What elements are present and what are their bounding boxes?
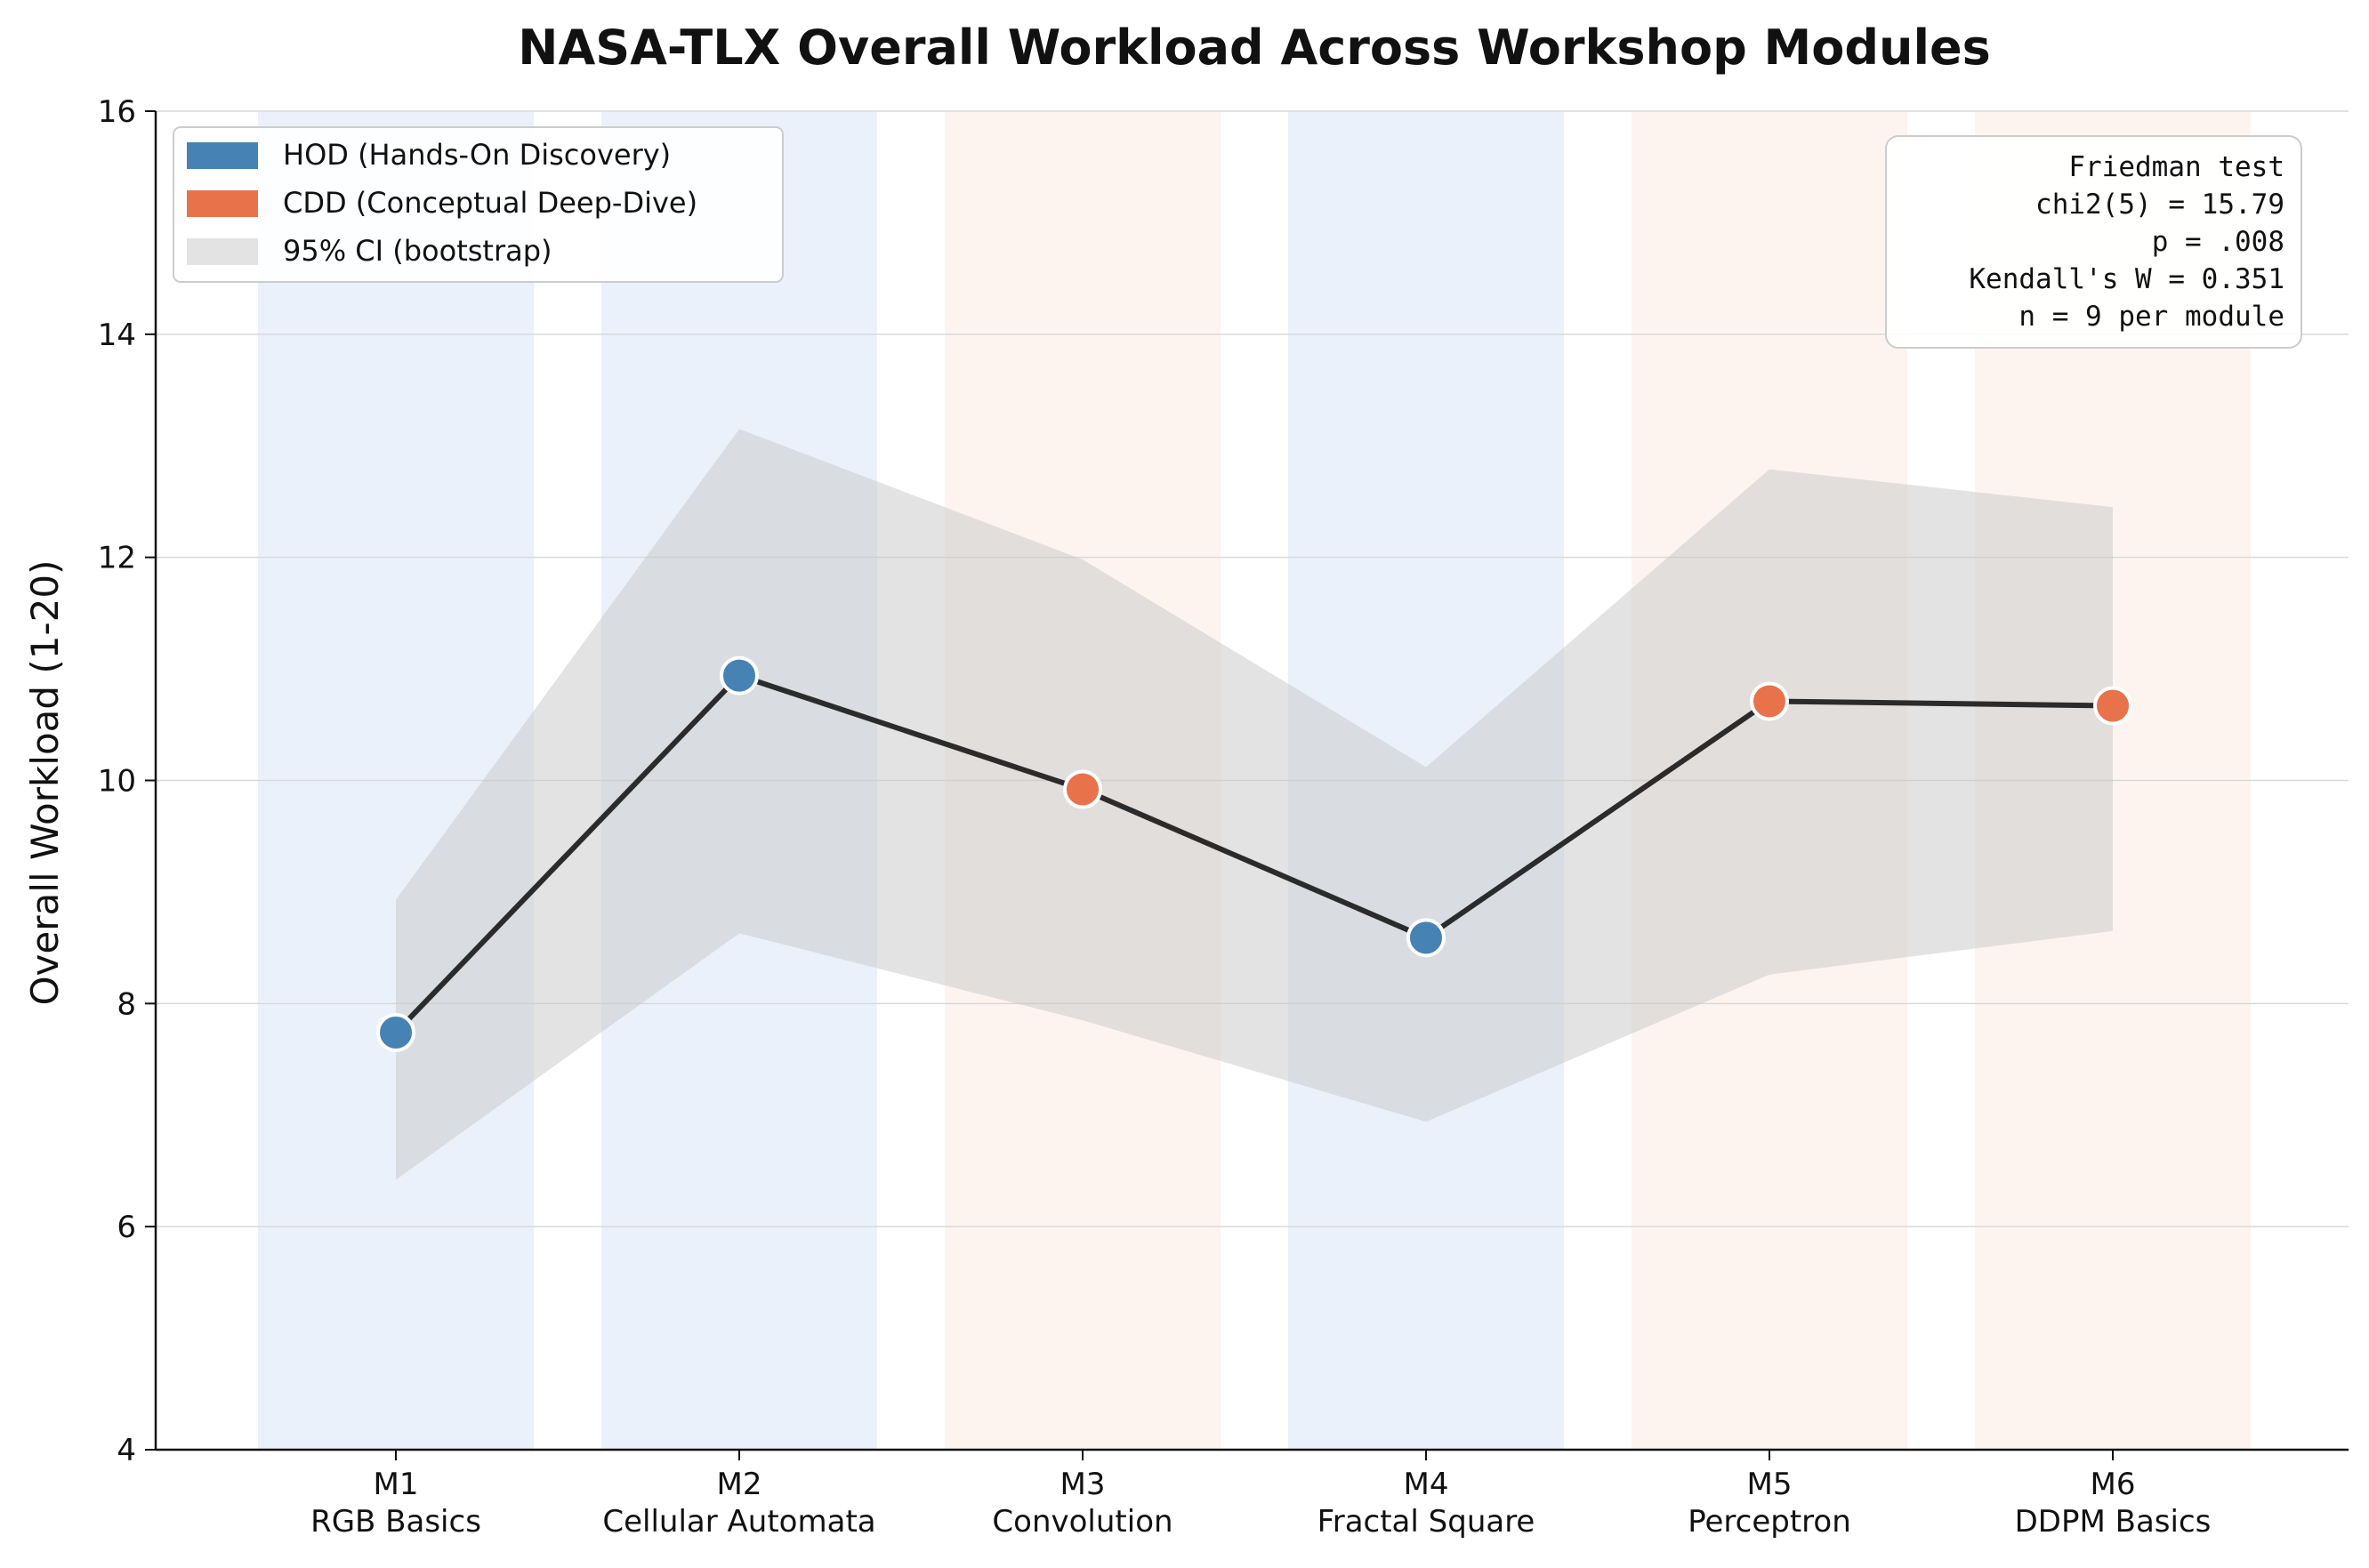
ci-band xyxy=(396,429,2113,1180)
x-tick-name: Cellular Automata xyxy=(602,1504,875,1540)
x-tick-name: DDPM Basics xyxy=(2015,1504,2212,1540)
legend-swatch-hod xyxy=(187,142,258,169)
stats-line: Kendall's W = 0.351 xyxy=(1969,263,2284,295)
legend-label-ci: 95% CI (bootstrap) xyxy=(283,234,552,268)
workload-line xyxy=(393,672,2114,1035)
legend: HOD (Hands-On Discovery) CDD (Conceptual … xyxy=(173,126,784,283)
point-m5 xyxy=(1750,681,1789,721)
x-tick-code: M5 xyxy=(1747,1467,1793,1502)
y-tick-label: 10 xyxy=(98,764,136,800)
y-tick-label: 6 xyxy=(117,1210,136,1245)
point-m3 xyxy=(1063,769,1102,809)
y-tick-label: 14 xyxy=(98,318,136,353)
point-m2 xyxy=(720,655,759,696)
x-tick-name: Convolution xyxy=(992,1504,1172,1540)
x-tick-name: Perceptron xyxy=(1688,1504,1851,1540)
y-tick-label: 12 xyxy=(98,541,136,576)
x-tick-name: RGB Basics xyxy=(310,1504,481,1540)
y-axis-label: Overall Workload (1-20) xyxy=(23,559,67,1005)
legend-label-hod: HOD (Hands-On Discovery) xyxy=(283,138,671,172)
x-tick-code: M3 xyxy=(1060,1467,1106,1502)
stats-line: chi2(5) = 15.79 xyxy=(2035,189,2284,221)
x-tick-code: M1 xyxy=(374,1467,419,1502)
point-m6 xyxy=(2093,686,2132,726)
legend-swatch-ci xyxy=(187,238,258,265)
stats-line: p = .008 xyxy=(2152,226,2284,258)
y-tick-label: 4 xyxy=(117,1433,136,1468)
legend-label-cdd: CDD (Conceptual Deep-Dive) xyxy=(283,186,697,220)
x-tick-code: M2 xyxy=(717,1467,762,1502)
point-m1 xyxy=(376,1012,415,1052)
x-tick-code: M4 xyxy=(1404,1467,1449,1502)
x-tick-name: Fractal Square xyxy=(1317,1504,1535,1540)
legend-swatch-cdd xyxy=(187,190,258,217)
chart-title: NASA-TLX Overall Workload Across Worksho… xyxy=(518,20,1990,76)
y-tick-label: 8 xyxy=(117,986,136,1022)
legend-frame xyxy=(173,126,784,283)
stats-line: Friedman test xyxy=(2068,151,2284,183)
confidence-interval xyxy=(396,429,2113,1180)
stats-box: Friedman test chi2(5) = 15.79 p = .008 Kend… xyxy=(1885,135,2302,349)
stats-line: n = 9 per module xyxy=(2018,301,2284,333)
point-m4 xyxy=(1406,918,1446,958)
y-tick-label: 16 xyxy=(98,94,136,130)
x-tick-code: M6 xyxy=(2091,1467,2136,1502)
stats-frame xyxy=(1885,135,2302,349)
series-line xyxy=(376,655,2132,1052)
